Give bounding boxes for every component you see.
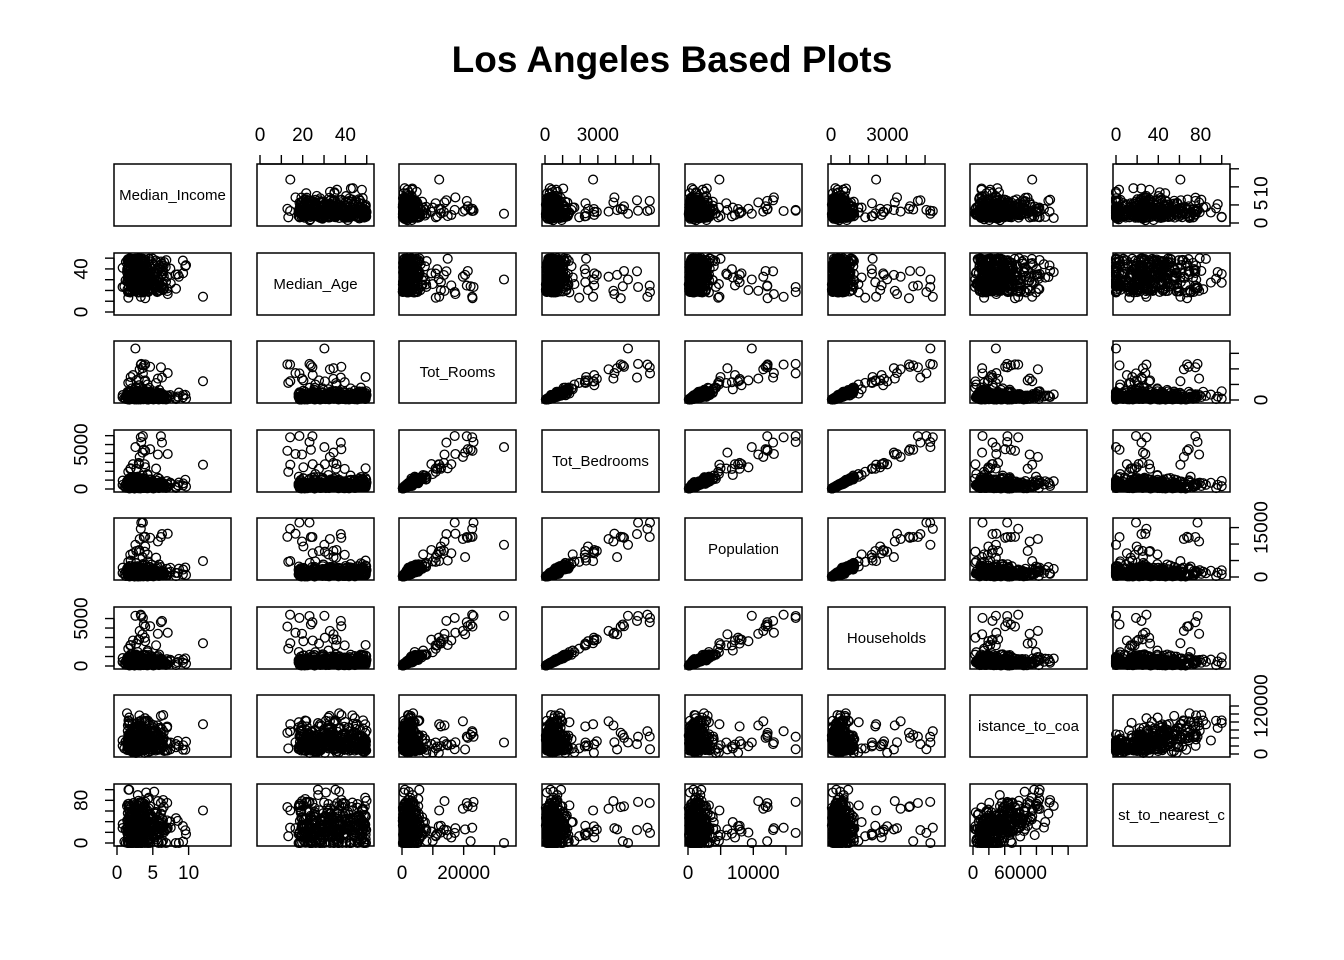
data-point [329, 187, 340, 198]
chart-title: Los Angeles Based Plots [452, 39, 893, 80]
panel-Tot_Rooms-vs-Median_Income [113, 340, 232, 405]
data-point [316, 211, 327, 222]
panel-Median_Age-vs-Median_Income [113, 252, 232, 316]
data-point [335, 195, 346, 206]
data-point [285, 174, 296, 185]
data-point [328, 210, 339, 222]
data-point [301, 208, 312, 220]
data-point [309, 198, 320, 209]
data-point [309, 210, 320, 222]
panel-grid: Median_IncomeMedian_AgeTot_RoomsTot_Bedr… [113, 163, 1231, 849]
panel-Median_Income-vs-Dist_to_nearest_city [1110, 163, 1231, 227]
data-point [324, 195, 335, 206]
panel-Median_Income-vs-Median_Income: Median_Income [113, 163, 232, 227]
panel-Median_Income-vs-Distance_to_coast [969, 163, 1088, 227]
data-point [442, 211, 453, 222]
panel-Median_Age-vs-Tot_Bedrooms [540, 252, 660, 316]
data-point [359, 207, 370, 218]
panel-Median_Age-vs-Households [826, 252, 946, 316]
panel-Median_Income-vs-Population [683, 163, 803, 227]
variable-label: Median_Age [273, 276, 357, 293]
data-point [348, 210, 360, 221]
panel-Median_Income-vs-Tot_Bedrooms [540, 163, 660, 227]
panel-Median_Age-vs-Median_Age: Median_Age [256, 252, 375, 316]
data-point [450, 192, 461, 203]
panel-Median_Income-vs-Median_Age [256, 163, 375, 227]
data-point [283, 212, 294, 223]
data-point [449, 204, 460, 215]
data-point [308, 204, 319, 215]
panel-Median_Income-vs-Tot_Rooms [397, 163, 517, 227]
data-point [301, 192, 312, 203]
data-point [462, 201, 473, 212]
data-point [498, 208, 510, 219]
data-point [461, 195, 472, 206]
panel-Median_Income-vs-Households [826, 163, 946, 227]
panel-Median_Age-vs-Distance_to_coast [969, 252, 1088, 316]
panel-Median_Age-vs-Dist_to_nearest_city [1110, 252, 1231, 316]
data-point [340, 204, 351, 215]
data-point [296, 192, 307, 203]
panel-Median_Age-vs-Tot_Rooms [397, 252, 517, 316]
variable-label: Median_Income [119, 187, 226, 204]
panel-frame [113, 163, 232, 227]
data-point [350, 199, 361, 210]
data-point [299, 198, 310, 209]
data-point [355, 208, 366, 219]
data-point [296, 211, 307, 222]
data-point [358, 206, 369, 217]
panel-Median_Age-vs-Population [683, 252, 803, 316]
